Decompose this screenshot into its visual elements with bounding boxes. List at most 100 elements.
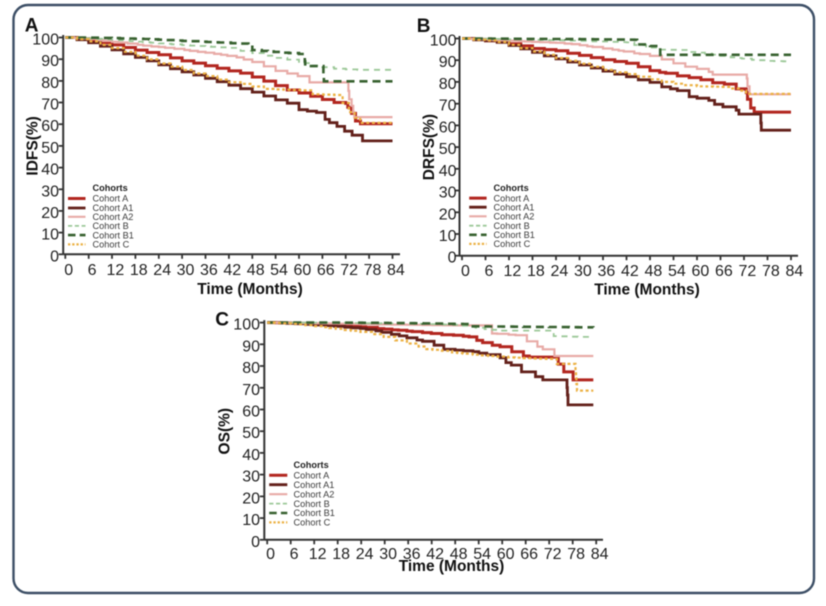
svg-text:Cohort C: Cohort C <box>494 239 531 249</box>
svg-text:12: 12 <box>504 263 522 280</box>
svg-text:Cohort A2: Cohort A2 <box>294 489 335 499</box>
svg-text:Cohort B: Cohort B <box>294 499 330 509</box>
svg-text:18: 18 <box>527 263 545 280</box>
svg-text:60: 60 <box>439 119 457 136</box>
svg-text:36: 36 <box>598 263 616 280</box>
svg-text:0: 0 <box>448 250 457 267</box>
svg-text:36: 36 <box>200 262 218 279</box>
svg-text:60: 60 <box>41 118 59 135</box>
svg-text:60: 60 <box>497 546 515 563</box>
svg-text:84: 84 <box>591 546 609 563</box>
svg-text:Cohort A1: Cohort A1 <box>294 480 335 490</box>
svg-text:Cohort B1: Cohort B1 <box>494 230 535 240</box>
svg-text:B: B <box>417 16 431 37</box>
svg-text:Cohort A: Cohort A <box>294 470 331 480</box>
svg-text:Time (Months): Time (Months) <box>197 281 303 298</box>
svg-text:24: 24 <box>551 263 569 280</box>
svg-text:Cohort A: Cohort A <box>494 193 531 203</box>
svg-text:70: 70 <box>439 98 457 115</box>
svg-text:24: 24 <box>153 262 171 279</box>
svg-text:50: 50 <box>41 140 59 157</box>
svg-text:20: 20 <box>439 206 457 223</box>
svg-text:Cohort A1: Cohort A1 <box>93 203 134 213</box>
svg-text:Time (Months): Time (Months) <box>399 558 505 575</box>
svg-text:42: 42 <box>426 546 444 563</box>
svg-text:OS(%): OS(%) <box>216 408 233 455</box>
svg-text:0: 0 <box>64 262 73 279</box>
svg-text:Cohort A2: Cohort A2 <box>494 212 535 222</box>
svg-text:72: 72 <box>340 262 358 279</box>
svg-text:54: 54 <box>473 546 491 563</box>
svg-text:10: 10 <box>41 227 59 244</box>
svg-text:10: 10 <box>242 512 260 529</box>
svg-text:54: 54 <box>270 262 288 279</box>
svg-text:Cohorts: Cohorts <box>494 183 529 193</box>
svg-text:12: 12 <box>309 546 327 563</box>
svg-text:0: 0 <box>461 263 470 280</box>
svg-text:30: 30 <box>574 263 592 280</box>
svg-text:42: 42 <box>621 263 639 280</box>
svg-text:90: 90 <box>41 53 59 70</box>
svg-text:54: 54 <box>668 263 686 280</box>
svg-text:66: 66 <box>715 263 733 280</box>
svg-text:Cohort C: Cohort C <box>294 518 331 528</box>
svg-text:18: 18 <box>130 262 148 279</box>
svg-text:72: 72 <box>739 263 757 280</box>
svg-text:Cohorts: Cohorts <box>93 183 128 193</box>
svg-text:84: 84 <box>387 262 405 279</box>
svg-text:100: 100 <box>430 33 457 50</box>
svg-text:30: 30 <box>439 185 457 202</box>
svg-text:40: 40 <box>41 162 59 179</box>
svg-text:Cohort A2: Cohort A2 <box>93 212 134 222</box>
svg-text:90: 90 <box>439 54 457 71</box>
svg-text:50: 50 <box>439 141 457 158</box>
svg-text:12: 12 <box>107 262 125 279</box>
svg-text:30: 30 <box>177 262 195 279</box>
svg-text:66: 66 <box>520 546 538 563</box>
svg-text:Cohorts: Cohorts <box>294 460 329 470</box>
svg-text:78: 78 <box>364 262 382 279</box>
svg-text:30: 30 <box>41 183 59 200</box>
svg-text:40: 40 <box>242 447 260 464</box>
svg-text:30: 30 <box>242 469 260 486</box>
svg-text:70: 70 <box>41 97 59 114</box>
svg-text:48: 48 <box>450 546 468 563</box>
svg-text:Cohort B1: Cohort B1 <box>294 508 335 518</box>
svg-text:24: 24 <box>356 546 374 563</box>
svg-text:C: C <box>215 309 229 330</box>
svg-text:90: 90 <box>242 338 260 355</box>
svg-text:42: 42 <box>223 262 241 279</box>
svg-text:100: 100 <box>32 32 59 49</box>
svg-text:Cohort B: Cohort B <box>494 221 530 231</box>
svg-text:6: 6 <box>484 263 493 280</box>
svg-text:72: 72 <box>544 546 562 563</box>
svg-text:20: 20 <box>242 490 260 507</box>
svg-text:DRFS(%): DRFS(%) <box>421 114 438 180</box>
svg-text:0: 0 <box>50 248 59 265</box>
svg-text:60: 60 <box>692 263 710 280</box>
svg-text:Cohort A: Cohort A <box>93 194 130 204</box>
svg-text:Cohort A1: Cohort A1 <box>494 202 535 212</box>
svg-text:100: 100 <box>233 317 260 334</box>
svg-text:80: 80 <box>439 76 457 93</box>
svg-text:A: A <box>25 16 39 37</box>
svg-text:80: 80 <box>41 75 59 92</box>
svg-text:0: 0 <box>251 534 260 551</box>
svg-text:Time (Months): Time (Months) <box>594 282 700 299</box>
svg-text:40: 40 <box>439 163 457 180</box>
svg-text:70: 70 <box>242 382 260 399</box>
svg-text:48: 48 <box>645 263 663 280</box>
svg-text:0: 0 <box>266 546 275 563</box>
svg-text:84: 84 <box>786 263 804 280</box>
svg-text:78: 78 <box>762 263 780 280</box>
svg-text:Cohort B: Cohort B <box>93 221 129 231</box>
svg-text:6: 6 <box>290 546 299 563</box>
svg-text:18: 18 <box>332 546 350 563</box>
svg-text:48: 48 <box>247 262 265 279</box>
svg-text:IDFS(%): IDFS(%) <box>25 116 42 175</box>
svg-text:6: 6 <box>88 262 97 279</box>
svg-text:80: 80 <box>242 360 260 377</box>
svg-text:60: 60 <box>294 262 312 279</box>
svg-text:Cohort B1: Cohort B1 <box>93 230 134 240</box>
svg-text:20: 20 <box>41 205 59 222</box>
